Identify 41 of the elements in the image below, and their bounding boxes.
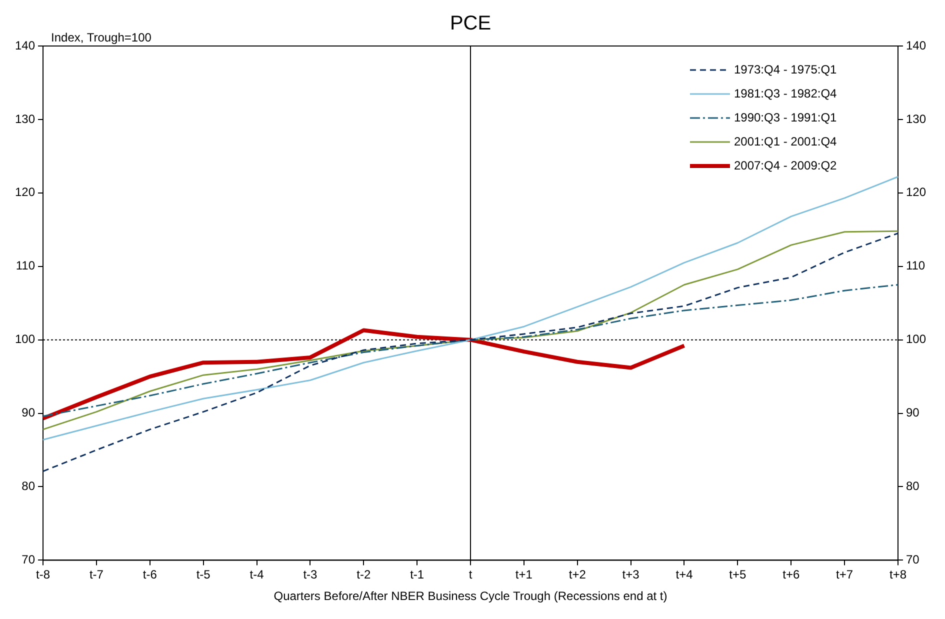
- x-tick-label: t: [468, 568, 473, 582]
- x-tick-label: t-3: [303, 568, 318, 582]
- y-tick-label: 80: [22, 479, 36, 494]
- y2-tick-label: 80: [906, 479, 920, 494]
- x-tick-label: t+7: [836, 568, 854, 582]
- x-tick-label: t+4: [676, 568, 694, 582]
- x-axis-title: Quarters Before/After NBER Business Cycle Trough (Recessions end at t): [274, 589, 668, 604]
- x-tick-label: t+8: [889, 568, 907, 582]
- x-tick-label: t-2: [356, 568, 371, 582]
- y-tick-label: 90: [22, 406, 36, 420]
- x-tick-label: t-1: [410, 568, 424, 582]
- y-tick-label: 70: [22, 552, 36, 567]
- y-tick-label: 100: [14, 332, 36, 346]
- x-tick-label: t+6: [782, 568, 800, 582]
- x-tick-label: t+3: [622, 568, 640, 582]
- y2-tick-label: 120: [906, 185, 926, 200]
- x-tick-label: t-6: [142, 568, 158, 582]
- y2-tick-label: 70: [906, 552, 920, 567]
- legend-label: 1981:Q3 - 1982:Q4: [734, 86, 838, 100]
- x-tick-label: t-4: [250, 568, 264, 582]
- y2-tick-label: 130: [906, 112, 926, 126]
- x-tick-label: t+2: [568, 568, 586, 582]
- legend-label: 2001:Q1 - 2001:Q4: [734, 134, 838, 148]
- y-tick-label: 140: [14, 38, 36, 52]
- legend-label: 2007:Q4 - 2009:Q2: [734, 158, 838, 172]
- x-tick-label: t-8: [36, 568, 50, 582]
- x-tick-label: t-5: [196, 568, 211, 582]
- y-tick-label: 120: [14, 185, 36, 200]
- y2-tick-label: 90: [906, 406, 920, 420]
- legend-label: 1973:Q4 - 1975:Q1: [734, 62, 838, 76]
- x-tick-label: t+5: [729, 568, 747, 582]
- x-tick-label: t-7: [89, 568, 104, 582]
- y2-tick-label: 100: [906, 332, 926, 346]
- chart-title: PCE: [450, 12, 492, 35]
- y-axis-title: Index, Trough=100: [51, 30, 152, 44]
- y2-tick-label: 140: [906, 38, 926, 52]
- x-tick-label: t+1: [515, 568, 533, 582]
- y-tick-label: 130: [14, 112, 36, 126]
- y-tick-label: 110: [16, 258, 36, 273]
- legend-label: 1990:Q3 - 1991:Q1: [734, 110, 838, 124]
- y2-tick-label: 110: [906, 258, 926, 273]
